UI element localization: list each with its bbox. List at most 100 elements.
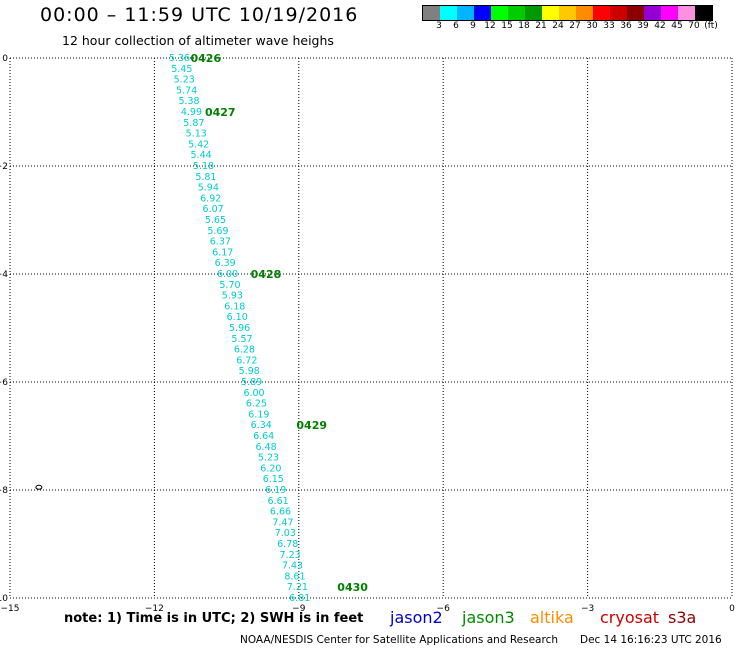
- x-tick-label: 0: [729, 604, 735, 614]
- swh-color-scale: [422, 5, 713, 21]
- swh-value: 6.07: [203, 204, 224, 215]
- swh-value: 6.61: [268, 496, 289, 507]
- color-swatch: [508, 6, 525, 20]
- legend-item-s3a: s3a: [668, 608, 697, 627]
- x-tick-label: −9: [292, 604, 306, 614]
- color-scale-label: 24: [552, 21, 564, 31]
- swh-value: 5.98: [239, 366, 260, 377]
- swh-value: 6.00: [217, 269, 238, 280]
- color-swatch: [457, 6, 474, 20]
- x-tick-label: −3: [581, 604, 594, 614]
- swh-value: 6.20: [260, 463, 281, 474]
- pass-time-label: 0430: [337, 581, 368, 594]
- pass-time-label: 0426: [191, 52, 222, 65]
- swh-value: 5.42: [188, 139, 209, 150]
- map-axes: −15 −12 −9 −6 −3 0 0 −2 −4 −6 −8 −10: [0, 54, 735, 614]
- swh-value: 5.89: [241, 377, 262, 388]
- swh-value: 5.38: [178, 96, 199, 107]
- swh-value: 6.28: [234, 345, 255, 356]
- swh-value: 6.25: [246, 399, 267, 410]
- color-scale-label: 45: [671, 21, 683, 31]
- y-tick-label: −2: [0, 162, 8, 172]
- swh-value: 6.34: [251, 420, 272, 431]
- swh-value: 5.44: [191, 150, 212, 161]
- color-scale-label: 21: [535, 21, 547, 31]
- color-scale-label: 15: [501, 21, 513, 31]
- units-note: note: 1) Time is in UTC; 2) SWH is in fe…: [64, 611, 364, 626]
- island-marker: [35, 484, 43, 490]
- color-swatch: [525, 6, 542, 20]
- color-swatch: [474, 6, 491, 20]
- color-swatch: [491, 6, 508, 20]
- swh-value: 6.19: [265, 485, 286, 496]
- swh-value: 6.72: [236, 355, 257, 366]
- swh-value: 7.23: [280, 550, 301, 561]
- generated-timestamp: Dec 14 16:16:23 UTC 2016: [580, 634, 722, 646]
- legend-item-jason3: jason3: [462, 608, 515, 627]
- swh-value: 5.57: [231, 334, 252, 345]
- color-swatch: [644, 6, 661, 20]
- y-tick-label: 0: [2, 54, 8, 64]
- swh-value: 8.61: [284, 571, 305, 582]
- swh-value: 5.13: [186, 129, 207, 140]
- swh-value: 5.94: [198, 183, 219, 194]
- pass-time-label: 0428: [251, 268, 282, 281]
- color-swatch: [678, 6, 695, 20]
- swh-value: 5.81: [195, 172, 216, 183]
- swh-value: 6.78: [277, 539, 298, 550]
- credit-line: NOAA/NESDIS Center for Satellite Applica…: [240, 634, 558, 646]
- color-scale-label: 12: [484, 21, 496, 31]
- x-tick-label: −6: [437, 604, 451, 614]
- swh-value: 7.21: [287, 582, 308, 593]
- color-scale-label: 27: [569, 21, 581, 31]
- color-swatch: [695, 6, 712, 20]
- pass-time-label: 0427: [205, 106, 236, 119]
- legend-item-jason2: jason2: [390, 608, 443, 627]
- swh-value: 5.36: [169, 53, 190, 64]
- swh-value: 5.70: [219, 280, 240, 291]
- swh-value: 6.17: [212, 247, 233, 258]
- color-scale-label: 70: [688, 21, 700, 31]
- color-scale-label: 6: [453, 21, 459, 31]
- color-swatch: [440, 6, 457, 20]
- swh-value: 6.39: [215, 258, 236, 269]
- swh-value: 6.00: [243, 388, 264, 399]
- swh-value: 5.23: [258, 453, 279, 464]
- color-swatch: [542, 6, 559, 20]
- color-scale-label: 3: [436, 21, 442, 31]
- color-scale-label: (ft): [704, 21, 718, 31]
- swh-value: 6.19: [248, 409, 269, 420]
- swh-value: 6.81: [289, 593, 310, 604]
- map-subtitle: 12 hour collection of altimeter wave hei…: [62, 33, 334, 48]
- satellite-track: 5.365.455.235.745.384.995.875.135.425.44…: [169, 53, 310, 604]
- swh-value: 5.23: [174, 75, 195, 86]
- y-tick-label: −6: [0, 378, 8, 388]
- swh-value: 5.74: [176, 85, 197, 96]
- y-tick-label: −4: [0, 270, 8, 280]
- legend-item-altika: altika: [530, 608, 574, 627]
- color-scale-label: 18: [518, 21, 530, 31]
- pass-time-label: 0429: [296, 419, 327, 432]
- map-grid: [9, 57, 733, 599]
- color-swatch: [661, 6, 678, 20]
- swh-value: 7.03: [275, 528, 296, 539]
- swh-value: 5.65: [205, 215, 226, 226]
- swh-value: 6.10: [227, 312, 248, 323]
- map-title: 00:00 – 11:59 UTC 10/19/2016: [40, 4, 359, 26]
- color-scale-label: 36: [620, 21, 632, 31]
- swh-value: 6.48: [255, 442, 276, 453]
- swh-value: 5.18: [193, 161, 214, 172]
- x-tick-label: −12: [145, 604, 164, 614]
- swh-value: 6.15: [263, 474, 284, 485]
- color-scale-label: 39: [637, 21, 649, 31]
- color-scale-label: 30: [586, 21, 598, 31]
- y-tick-label: −8: [0, 486, 8, 496]
- color-scale-label: 33: [603, 21, 615, 31]
- swh-value: 7.43: [282, 561, 303, 572]
- color-swatch: [627, 6, 644, 20]
- pass-time-labels: 0426 0427 0428 0429 0430: [191, 52, 369, 594]
- swh-value: 6.37: [210, 237, 231, 248]
- color-swatch: [423, 6, 440, 20]
- color-swatch: [610, 6, 627, 20]
- swh-value: 5.87: [183, 118, 204, 129]
